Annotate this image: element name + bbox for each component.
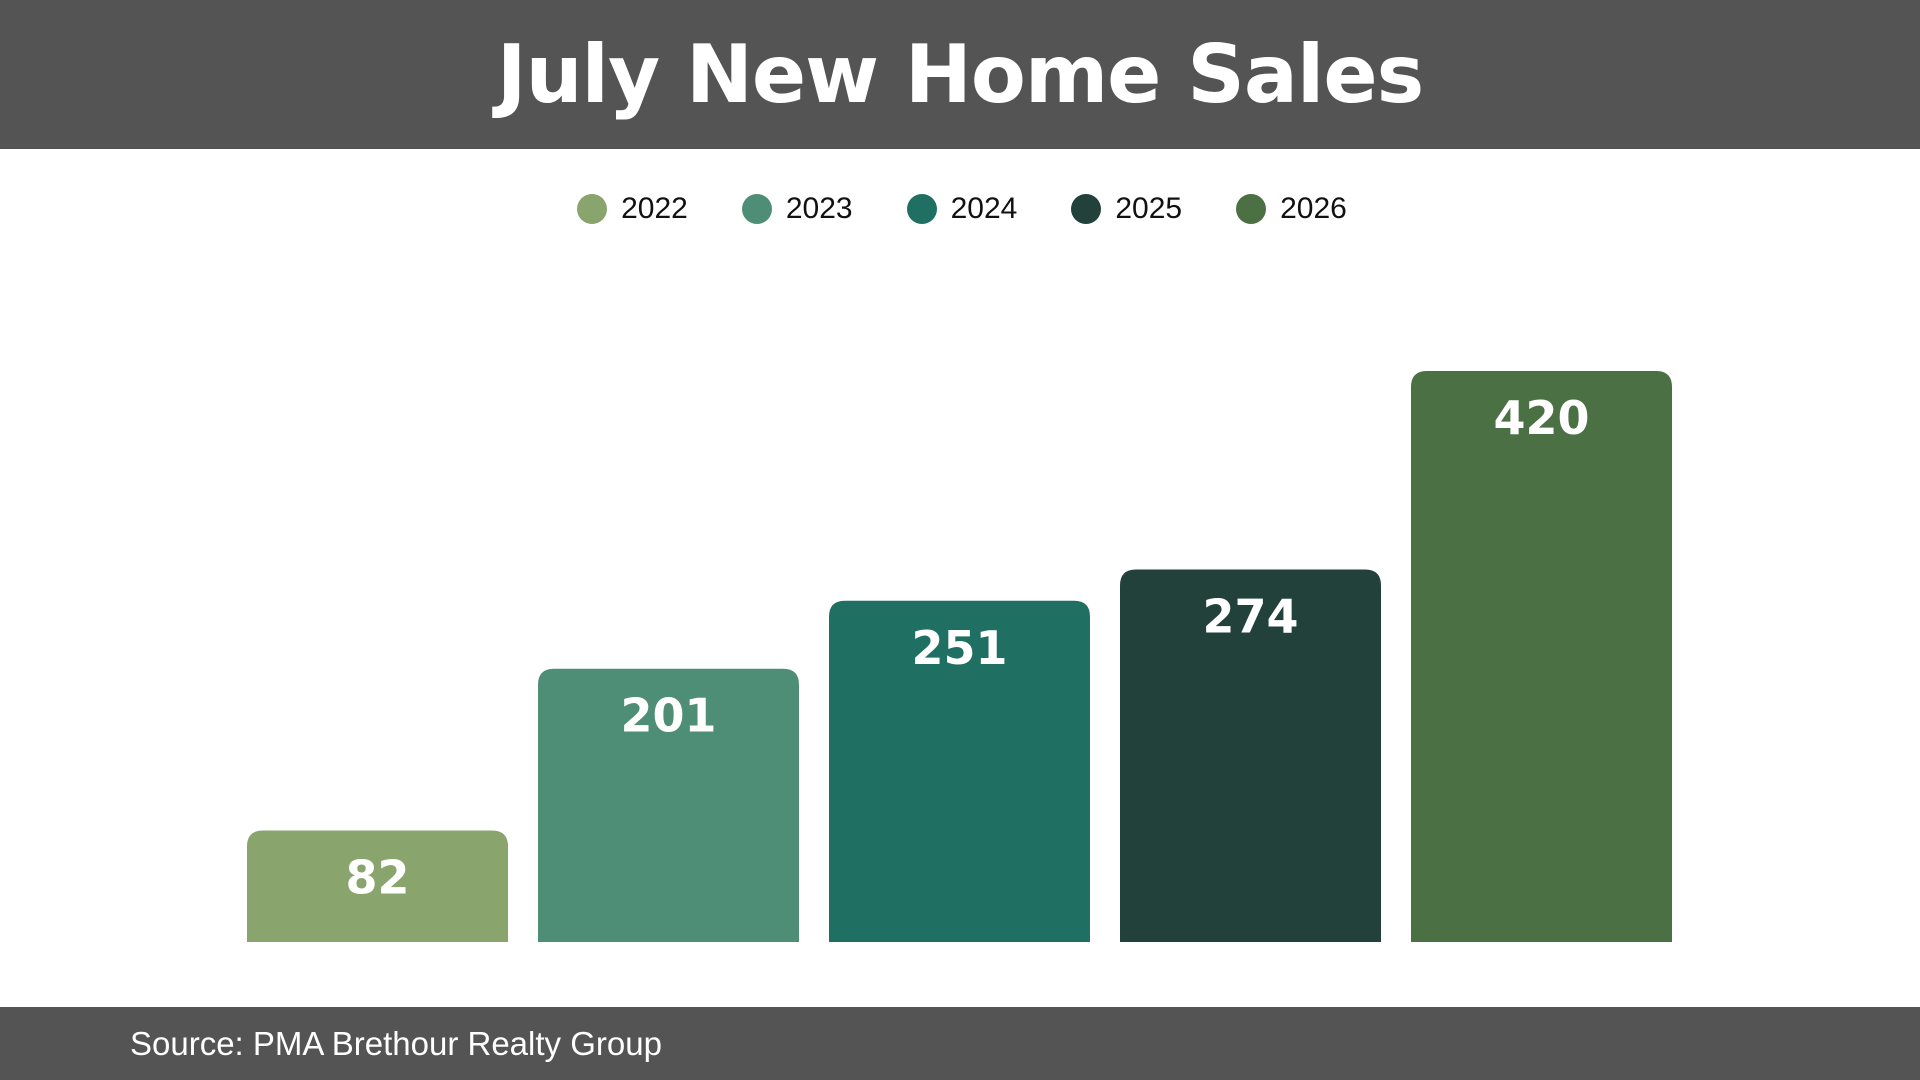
bar-value-label: 274 (1202, 589, 1298, 643)
bar-2026 (1411, 371, 1672, 942)
legend-item-2023: 2023 (741, 192, 853, 226)
bar-value-label: 82 (345, 851, 409, 905)
legend: 2022 2023 2024 2025 2026 (0, 184, 1920, 234)
title-bar: July New Home Sales (0, 0, 1920, 149)
bar-value-label: 420 (1493, 391, 1589, 445)
footer-bar: Source: PMA Brethour Realty Group (0, 1007, 1920, 1080)
legend-swatch (741, 194, 772, 224)
bar-2025 (1120, 569, 1381, 942)
legend-label: 2022 (621, 192, 688, 225)
legend-swatch (1236, 194, 1267, 224)
bar-value-label: 201 (620, 689, 716, 743)
legend-swatch (906, 194, 937, 224)
bar-2022 (247, 830, 508, 942)
legend-item-2026: 2026 (1236, 192, 1347, 226)
bar-2024 (829, 600, 1090, 942)
legend-item-2025: 2025 (1071, 192, 1182, 226)
bar-2023 (538, 668, 799, 942)
legend-label: 2024 (950, 192, 1018, 225)
legend-item-2022: 2022 (577, 192, 688, 226)
bar-value-label: 251 (911, 621, 1007, 675)
legend-label: 2025 (1115, 192, 1183, 225)
legend-label: 2026 (1280, 192, 1347, 225)
chart-title: July New Home Sales (496, 28, 1424, 121)
legend-swatch (577, 194, 608, 224)
legend-item-2024: 2024 (906, 192, 1018, 226)
legend-swatch (1071, 194, 1102, 224)
legend-label: 2023 (785, 192, 853, 225)
source-note: Source: PMA Brethour Realty Group (130, 1024, 662, 1062)
